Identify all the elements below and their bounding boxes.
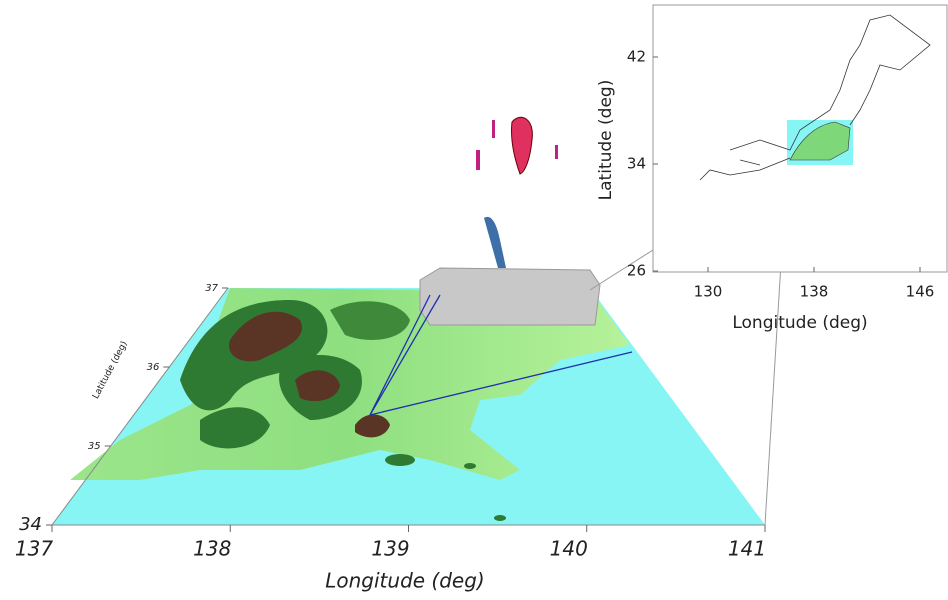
x-tick-label: 139: [371, 537, 409, 561]
y-tick-label: 36: [147, 362, 160, 373]
plume: [484, 216, 506, 268]
inset-y-label: Latitude (deg): [596, 80, 616, 201]
y-tick-label: 35: [88, 441, 101, 452]
mountains: [180, 300, 506, 521]
y-axis-line: [51, 287, 229, 526]
radar-echo: [555, 145, 558, 159]
inset-x-label: Longitude (deg): [732, 313, 867, 333]
inset-y-tick-label: 42: [627, 48, 646, 66]
y-label: Latitude (deg): [91, 340, 130, 401]
japan-outline: [699, 14, 931, 181]
radar-echo: [492, 120, 495, 138]
x-tick-label: 140: [550, 537, 588, 561]
inset-y-tick-label: 26: [627, 262, 646, 280]
radar-echo: [476, 150, 480, 170]
x-label: Longitude (deg): [325, 569, 484, 593]
inset-x-tick-label: 130: [694, 283, 723, 301]
x-tick-label: 137: [15, 537, 53, 561]
inset-region-land: [789, 121, 851, 161]
radar-echo: [511, 117, 533, 175]
x-tick-label: 138: [193, 537, 231, 561]
y-tick-label: 37: [205, 283, 218, 294]
path-line: [369, 294, 441, 416]
inset-y-tick-label: 34: [627, 155, 646, 173]
cloud-block: [419, 267, 601, 326]
inset-x-tick-label: 138: [800, 283, 829, 301]
inset-x-tick-label: 146: [906, 283, 935, 301]
x-tick-label: 141: [728, 537, 766, 561]
y-tick-label: 34: [19, 514, 42, 535]
